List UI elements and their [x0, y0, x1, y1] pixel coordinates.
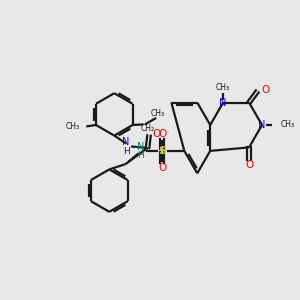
- Text: N: N: [258, 120, 266, 130]
- Text: O: O: [158, 163, 166, 173]
- Text: O: O: [246, 160, 254, 170]
- Text: CH₃: CH₃: [280, 121, 294, 130]
- Text: CH₃: CH₃: [151, 109, 165, 118]
- Text: N: N: [220, 98, 227, 108]
- Text: H: H: [137, 151, 144, 160]
- Text: S: S: [158, 146, 166, 156]
- Text: CH₃: CH₃: [65, 122, 80, 131]
- Text: CH₂: CH₂: [140, 124, 154, 133]
- Text: N: N: [122, 137, 130, 147]
- Text: CH₃: CH₃: [216, 83, 230, 92]
- Text: O: O: [152, 128, 161, 139]
- Text: O: O: [261, 85, 269, 95]
- Text: H: H: [123, 147, 129, 156]
- Text: N: N: [137, 142, 145, 152]
- Text: O: O: [158, 128, 166, 139]
